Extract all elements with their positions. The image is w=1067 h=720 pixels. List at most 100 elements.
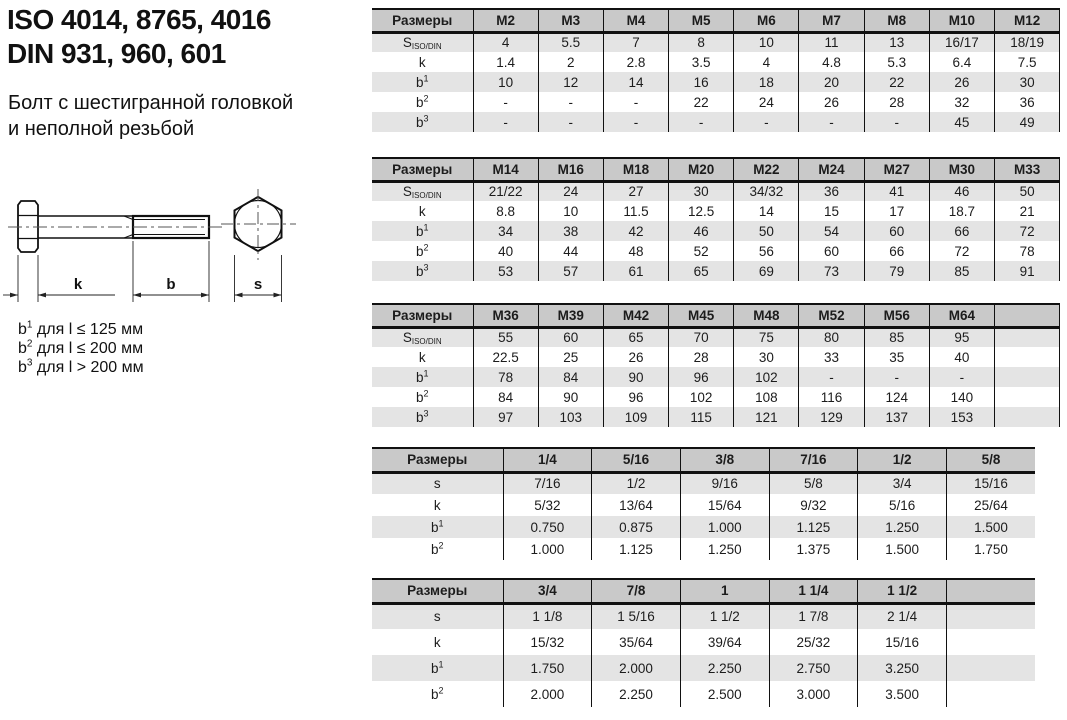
- dimension-row-label: b3: [415, 408, 429, 425]
- sizes-header-label: Размеры: [372, 579, 503, 605]
- dimension-value: 52: [668, 241, 734, 261]
- size-column-header: M30: [928, 158, 995, 183]
- dimension-value: 85: [863, 327, 930, 347]
- dimension-value: 65: [668, 261, 734, 281]
- dimension-value: 73: [798, 261, 865, 281]
- dimension-value: 7.5: [993, 52, 1061, 72]
- product-description-line2: и неполной резьбой: [8, 118, 195, 140]
- dimension-value: 1.500: [945, 516, 1036, 538]
- table-row: SISO/DIN 55 60 65 70 75 80 85 95: [372, 327, 1061, 347]
- dimension-value: 21: [993, 201, 1061, 221]
- dimension-row-label: b2: [430, 540, 444, 557]
- size-column-header: M10: [928, 9, 995, 34]
- size-column-header: 7/8: [591, 579, 681, 605]
- bolt-side-view: [8, 200, 222, 253]
- table-row: b1 1.750 2.000 2.250 2.750 3.250: [372, 655, 1036, 681]
- dimension-value: -: [537, 112, 604, 132]
- dimension-value: 22.5: [472, 347, 539, 367]
- dimension-value: 26: [798, 92, 865, 112]
- dimension-value: 1.250: [679, 538, 770, 560]
- dimension-value: 16/17: [928, 32, 995, 52]
- table-row: s 7/16 1/2 9/16 5/8 3/4 15/16: [372, 472, 1036, 494]
- size-column-header: M14: [472, 158, 539, 183]
- dimension-value: 3.000: [768, 681, 858, 707]
- dimension-value: 5/16: [857, 494, 947, 516]
- dimension-value: 60: [537, 327, 604, 347]
- dimension-value: 40: [472, 241, 539, 261]
- dimension-value: 1.750: [945, 538, 1036, 560]
- dimension-table-metric-m2-m12: Размеры M2 M3 M4 M5 M6 M7 M8 M10 M12 SISO/DIN 4 5.5 7…: [372, 8, 1061, 132]
- dimension-value: 2 1/4: [857, 603, 947, 629]
- table-row: SISO/DIN 21/22 24 27 30 34/32 36 41 46 50: [372, 181, 1061, 201]
- dimension-value: 25: [537, 347, 604, 367]
- dimension-value: 61: [602, 261, 669, 281]
- note-b2: b2 для l ≤ 200 мм: [18, 338, 144, 357]
- size-column-header: 5/16: [591, 448, 681, 474]
- dimension-value: 3/4: [857, 472, 947, 494]
- dimension-row-label: b1: [415, 368, 429, 385]
- dimension-value: 1 1/8: [502, 603, 592, 629]
- dimension-value: 15/32: [502, 629, 592, 655]
- dimension-value: 5/32: [502, 494, 592, 516]
- size-column-header: M42: [602, 304, 669, 329]
- empty-column-header: [945, 579, 1036, 605]
- dimension-value: 69: [733, 261, 799, 281]
- table-row: k 22.5 25 26 28 30 33 35 40: [372, 347, 1061, 367]
- dimension-value: [993, 407, 1061, 427]
- product-description-line1: Болт с шестигранной головкой: [8, 92, 294, 114]
- table-row: b2 2.000 2.250 2.500 3.000 3.500: [372, 681, 1036, 707]
- dimension-value: 72: [928, 241, 995, 261]
- dimension-value: 30: [668, 181, 734, 201]
- dimension-value: 13/64: [591, 494, 681, 516]
- dimension-k: k: [3, 255, 115, 302]
- dimension-value: 28: [863, 92, 930, 112]
- dimension-value: 4: [733, 52, 799, 72]
- dimension-value: 22: [863, 72, 930, 92]
- dimension-row-label: b2: [430, 685, 444, 702]
- dimension-value: 90: [537, 387, 604, 407]
- dimension-value: 84: [537, 367, 604, 387]
- dimension-value: 97: [472, 407, 539, 427]
- size-column-header: M3: [537, 9, 604, 34]
- size-column-header: M36: [472, 304, 539, 329]
- sizes-header-label: Размеры: [372, 448, 503, 474]
- table-row: b3- - - - - - -45 49: [372, 112, 1061, 132]
- dimension-row-label: b2: [415, 388, 429, 405]
- dimension-value: 49: [993, 112, 1061, 132]
- size-column-header: M6: [733, 9, 799, 34]
- dimension-value: 46: [928, 181, 995, 201]
- dimension-value: 15: [798, 201, 865, 221]
- dimension-value: 75: [733, 327, 799, 347]
- dimension-value: -: [928, 367, 995, 387]
- dimension-value: -: [537, 92, 604, 112]
- dimension-value: 1.4: [472, 52, 539, 72]
- table-row: b2 84 90 96 102 108 116 124 140: [372, 387, 1061, 407]
- table-row: b2- - -22 24 26 28 32 36: [372, 92, 1061, 112]
- dimension-row-label: k: [418, 54, 426, 70]
- dimension-value: [993, 347, 1061, 367]
- thread-length-notes: b1 для l ≤ 125 мм b2 для l ≤ 200 мм b3 д…: [18, 320, 144, 377]
- dimension-value: -: [602, 92, 669, 112]
- dimension-value: 30: [993, 72, 1061, 92]
- dimension-value: 66: [863, 241, 930, 261]
- dimension-row-label: SISO/DIN: [402, 329, 442, 346]
- dimension-value: 44: [537, 241, 604, 261]
- dimension-value: [993, 367, 1061, 387]
- dimension-value: 26: [602, 347, 669, 367]
- empty-column-header: [993, 304, 1061, 329]
- size-column-header: M64: [928, 304, 995, 329]
- size-column-header: 1/2: [857, 448, 947, 474]
- dimension-value: 48: [602, 241, 669, 261]
- table-row: b1 0.750 0.875 1.000 1.125 1.250 1.500: [372, 516, 1036, 538]
- dimension-value: 18/19: [993, 32, 1061, 52]
- dimension-value: 15/64: [679, 494, 770, 516]
- dimension-row-label: b3: [415, 113, 429, 130]
- table-row: b3 53 57 61 65 69 73 79 85 91: [372, 261, 1061, 281]
- dimension-value: 78: [472, 367, 539, 387]
- dimension-value: 2.250: [591, 681, 681, 707]
- dimension-value: 30: [733, 347, 799, 367]
- dimension-value: 2.000: [502, 681, 592, 707]
- dimension-value: 153: [928, 407, 995, 427]
- size-column-header: M48: [733, 304, 799, 329]
